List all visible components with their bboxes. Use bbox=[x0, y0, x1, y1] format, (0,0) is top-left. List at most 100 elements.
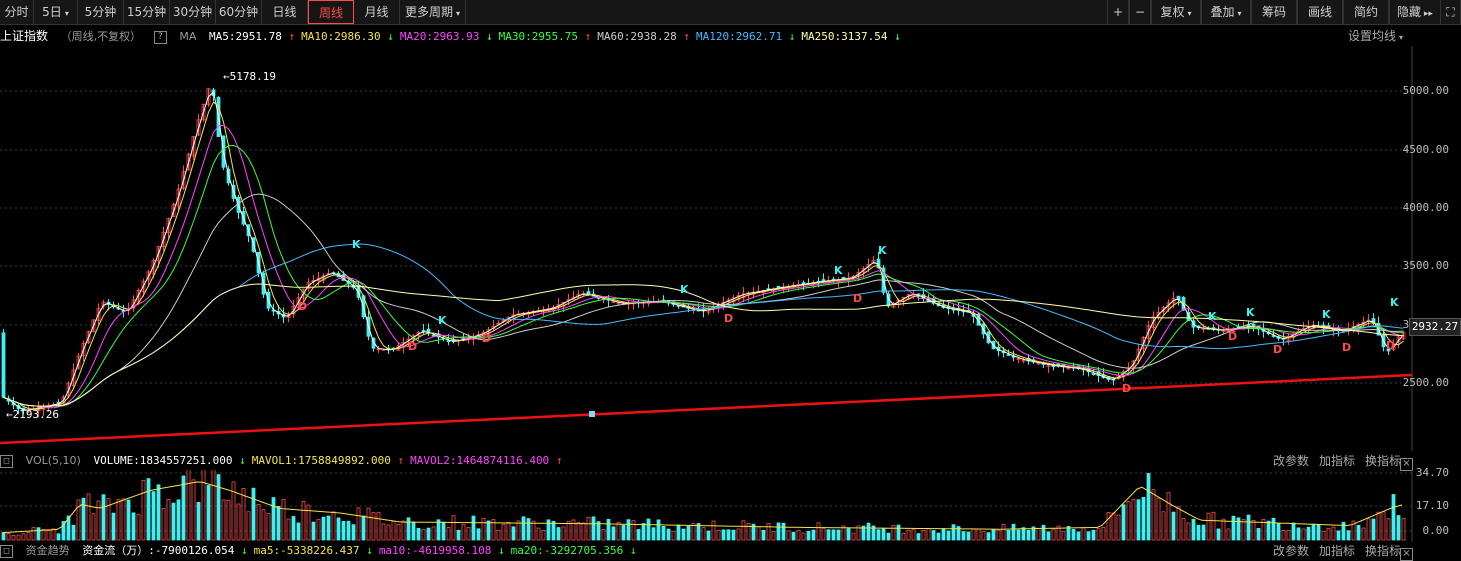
volume-bar bbox=[486, 520, 491, 541]
volume-bar bbox=[941, 528, 946, 541]
volume-bar bbox=[31, 527, 36, 541]
volume-bar bbox=[1311, 523, 1316, 541]
volume-legend: □ VOL(5,10) VOLUME:1834557251.000 ↓ MAVOL… bbox=[0, 451, 574, 471]
volume-bar bbox=[566, 520, 571, 541]
legend-item: MA10:2986.30 ↓ bbox=[301, 30, 394, 43]
close-icon[interactable]: × bbox=[1394, 545, 1413, 561]
volume-bar bbox=[146, 478, 151, 541]
panel-link[interactable]: 加指标 bbox=[1318, 454, 1355, 468]
period-tab-4[interactable]: 30分钟 bbox=[170, 0, 216, 24]
toolbar-button-1[interactable]: − bbox=[1129, 0, 1151, 24]
volume-bar bbox=[1166, 492, 1171, 541]
volume-bar bbox=[1231, 515, 1236, 541]
volume-bar bbox=[716, 529, 721, 541]
volume-bar bbox=[586, 516, 591, 541]
volume-bar bbox=[706, 530, 711, 541]
toolbar-button-7[interactable]: 隐藏 ▸▸ bbox=[1389, 0, 1441, 24]
volume-bar bbox=[1096, 528, 1101, 541]
volume-chart[interactable] bbox=[0, 470, 1461, 542]
candle-body bbox=[71, 369, 76, 387]
help-icon[interactable]: ? bbox=[153, 30, 167, 44]
d-marker: D bbox=[724, 312, 733, 325]
panel-toggle-icon[interactable]: □ bbox=[0, 544, 13, 558]
volume-bar bbox=[476, 528, 481, 541]
panel-link[interactable]: 换指标 bbox=[1364, 544, 1401, 558]
panel-link[interactable]: 改参数 bbox=[1272, 544, 1309, 558]
period-tab-1[interactable]: 5日 ▾ bbox=[34, 0, 78, 24]
low-annotation: ←2193.26 bbox=[6, 408, 59, 421]
volume-bar bbox=[346, 520, 351, 541]
volume-bar bbox=[686, 526, 691, 541]
period-tab-6[interactable]: 日线 bbox=[262, 0, 308, 24]
volume-bar bbox=[1281, 529, 1286, 541]
arrow-down-icon: ↓ bbox=[498, 544, 505, 557]
period-tab-2[interactable]: 5分钟 bbox=[78, 0, 124, 24]
arrow-up-icon: ↑ bbox=[555, 454, 563, 467]
period-tab-5[interactable]: 60分钟 bbox=[216, 0, 262, 24]
volume-bar bbox=[816, 522, 821, 541]
volume-bar bbox=[1266, 520, 1271, 541]
volume-bar bbox=[971, 528, 976, 541]
volume-bar bbox=[796, 530, 801, 541]
toolbar-button-0[interactable]: + bbox=[1107, 0, 1129, 24]
volume-bar bbox=[871, 525, 876, 541]
panel-link[interactable]: 换指标 bbox=[1364, 454, 1401, 468]
volume-bar bbox=[1031, 526, 1036, 541]
ma-settings-button[interactable]: 设置均线 ▾ bbox=[1347, 29, 1403, 43]
volume-bar bbox=[26, 531, 31, 541]
volume-bar bbox=[166, 499, 171, 541]
volume-bar bbox=[106, 498, 111, 541]
k-marker: K bbox=[1246, 306, 1255, 319]
legend-item: ma20:-3292705.356 ↓ bbox=[510, 544, 637, 557]
period-tab-7[interactable]: 周线 bbox=[308, 0, 354, 24]
volume-bar bbox=[631, 520, 636, 541]
volume-bar bbox=[851, 532, 856, 541]
panel-link[interactable]: 加指标 bbox=[1318, 544, 1355, 558]
volume-bar bbox=[771, 531, 776, 541]
volume-bar bbox=[101, 494, 106, 541]
toolbar-button-3[interactable]: 叠加 ▾ bbox=[1201, 0, 1251, 24]
period-tab-9[interactable]: 更多周期 ▾ bbox=[400, 0, 466, 24]
volume-bar bbox=[546, 519, 551, 541]
volume-bar bbox=[1226, 528, 1231, 541]
volume-bar bbox=[11, 535, 16, 541]
candle-body bbox=[1361, 321, 1366, 325]
volume-bar bbox=[516, 520, 521, 541]
candle-body bbox=[76, 355, 81, 369]
volume-bar bbox=[1276, 523, 1281, 541]
volume-bar bbox=[1251, 519, 1256, 541]
arrow-up-icon: ↑ bbox=[288, 30, 296, 43]
volume-bar bbox=[791, 531, 796, 541]
legend-item: MA60:2938.28 ↑ bbox=[597, 30, 691, 43]
toolbar-button-2[interactable]: 复权 ▾ bbox=[1151, 0, 1201, 24]
volume-bar bbox=[1351, 520, 1356, 541]
close-icon[interactable]: × bbox=[1394, 455, 1413, 471]
volume-tick-label: 34.70 bbox=[1415, 466, 1449, 479]
panel-link[interactable]: 改参数 bbox=[1272, 454, 1309, 468]
volume-bar bbox=[581, 522, 586, 541]
candle-body bbox=[1141, 337, 1146, 350]
d-marker: D bbox=[1228, 330, 1237, 343]
candle-body bbox=[1091, 373, 1096, 375]
panel-toggle-icon[interactable]: □ bbox=[0, 454, 13, 468]
toolbar-button-6[interactable]: 简约 bbox=[1343, 0, 1389, 24]
volume-bar bbox=[611, 526, 616, 541]
d-marker: D bbox=[1122, 382, 1131, 395]
toolbar-button-5[interactable]: 画线 bbox=[1297, 0, 1343, 24]
volume-bar bbox=[806, 530, 811, 541]
fullscreen-icon[interactable]: ⛶ bbox=[1441, 0, 1461, 24]
toolbar-button-4[interactable]: 筹码 bbox=[1251, 0, 1297, 24]
period-tab-0[interactable]: 分时 bbox=[0, 0, 34, 24]
adjust-mode[interactable]: （周线,不复权） bbox=[60, 30, 142, 43]
volume-bar bbox=[366, 507, 371, 541]
volume-bar bbox=[136, 514, 141, 541]
volume-bar bbox=[171, 502, 176, 541]
volume-bar bbox=[1206, 512, 1211, 541]
volume-bar bbox=[526, 518, 531, 541]
period-tab-8[interactable]: 月线 bbox=[354, 0, 400, 24]
volume-bar bbox=[326, 515, 331, 541]
volume-bar bbox=[991, 529, 996, 541]
period-tab-3[interactable]: 15分钟 bbox=[124, 0, 170, 24]
volume-bar bbox=[1191, 518, 1196, 541]
